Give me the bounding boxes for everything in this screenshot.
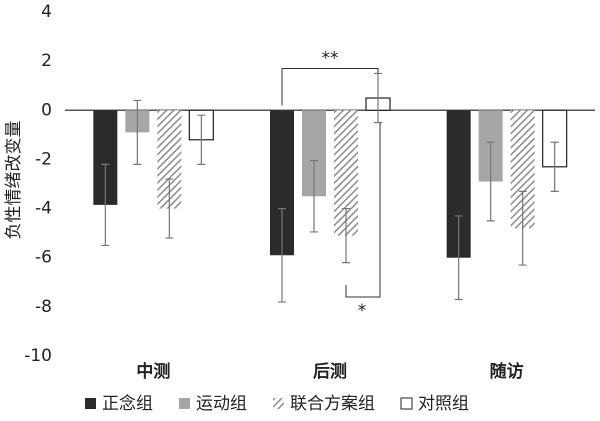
error-bar xyxy=(454,215,463,301)
y-tick-label: 0 xyxy=(41,100,52,120)
legend-label: 对照组 xyxy=(418,394,469,414)
legend-swatch xyxy=(179,398,190,409)
error-bar xyxy=(197,114,206,165)
legend-swatch xyxy=(400,397,413,410)
x-tick-label: 随访 xyxy=(490,361,524,382)
y-tick-label: 4 xyxy=(41,2,52,22)
bar xyxy=(542,109,568,168)
legend-label: 运动组 xyxy=(196,394,247,414)
y-tick-label: 2 xyxy=(41,51,52,71)
error-bar xyxy=(374,72,382,124)
significance-bracket xyxy=(345,122,381,298)
bar xyxy=(510,110,535,229)
x-tick-label: 中测 xyxy=(136,361,170,382)
x-tick-label: 后测 xyxy=(313,361,347,382)
significance-bracket xyxy=(281,68,379,106)
y-axis-label: 负性情绪改变量 xyxy=(4,121,24,240)
legend-swatch xyxy=(273,398,284,409)
error-bar xyxy=(486,141,495,222)
legend-label: 正念组 xyxy=(102,393,153,414)
error-bar xyxy=(278,207,286,303)
legend-label: 联合方案组 xyxy=(290,394,375,414)
y-tick-label: -6 xyxy=(35,248,52,268)
y-tick-label: -10 xyxy=(24,346,52,366)
legend-swatch xyxy=(85,398,96,409)
error-bar xyxy=(133,99,142,165)
error-bar xyxy=(165,178,174,239)
error-bar xyxy=(342,207,350,264)
y-tick-label: -2 xyxy=(35,149,52,169)
y-tick-label: -4 xyxy=(35,199,52,219)
error-bar xyxy=(310,160,318,233)
error-bar xyxy=(518,190,527,266)
annotation: ** xyxy=(322,49,339,69)
error-bar xyxy=(101,163,110,247)
y-tick-label: -8 xyxy=(35,297,52,317)
annotation: * xyxy=(358,301,367,321)
error-bar xyxy=(550,141,559,192)
